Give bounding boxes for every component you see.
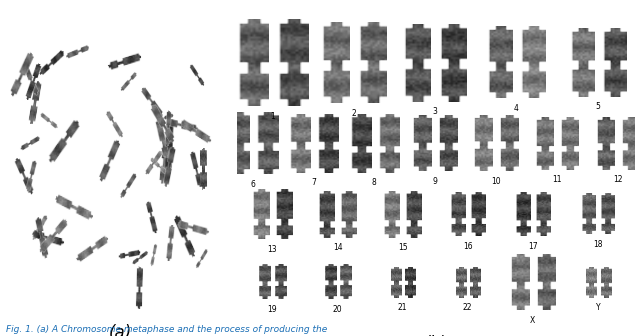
Text: 16: 16 [463, 242, 472, 251]
Text: 4: 4 [514, 104, 519, 113]
Text: 19: 19 [268, 305, 277, 314]
Text: Fig. 1. (a) A Chromosome metaphase and the process of producing the: Fig. 1. (a) A Chromosome metaphase and t… [6, 325, 328, 334]
Text: 17: 17 [528, 242, 538, 251]
Text: 21: 21 [398, 303, 408, 312]
Text: 8: 8 [372, 178, 377, 187]
Text: 3: 3 [433, 107, 438, 116]
Text: Y: Y [596, 303, 600, 312]
Text: 7: 7 [311, 178, 316, 187]
Text: 2: 2 [351, 109, 356, 118]
Text: 20: 20 [333, 305, 342, 314]
Text: (b): (b) [424, 335, 447, 336]
Text: 22: 22 [463, 303, 472, 312]
Text: 13: 13 [268, 245, 277, 254]
Text: (a): (a) [108, 324, 132, 336]
Text: 1: 1 [270, 112, 275, 121]
Text: 11: 11 [552, 175, 562, 184]
Text: 9: 9 [433, 177, 438, 186]
Text: 5: 5 [595, 102, 600, 112]
Text: 12: 12 [613, 175, 623, 184]
Text: 10: 10 [492, 177, 501, 186]
Text: 18: 18 [593, 240, 603, 249]
Text: 14: 14 [333, 243, 342, 252]
Text: 15: 15 [398, 243, 408, 252]
Text: X: X [530, 316, 536, 325]
Text: 6: 6 [250, 180, 255, 189]
